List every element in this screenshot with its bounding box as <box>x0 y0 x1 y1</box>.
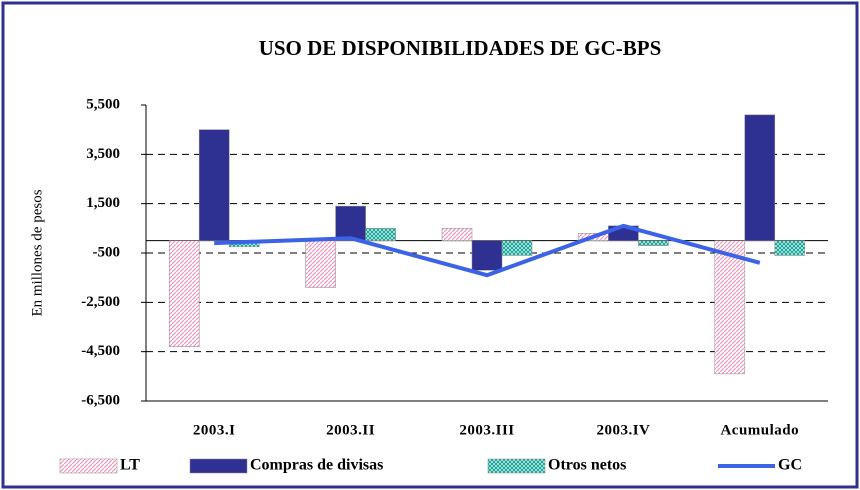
x-tick-label: 2003.IV <box>596 422 650 438</box>
y-tick-label: -6,500 <box>81 392 120 408</box>
legend-swatch <box>487 458 546 474</box>
legend-swatch <box>189 458 248 474</box>
bar <box>198 129 230 241</box>
bar <box>501 240 533 256</box>
x-tick-label: Acumulado <box>720 422 799 438</box>
y-tick-label: 1,500 <box>86 195 120 211</box>
bar <box>714 240 746 375</box>
bar <box>774 240 806 256</box>
legend-label: GC <box>778 457 802 474</box>
y-axis-label: En millones de pesos <box>29 189 45 316</box>
x-tick-label: 2003.III <box>459 422 514 438</box>
y-tick-label: 3,500 <box>86 146 120 162</box>
bar <box>168 240 200 347</box>
bar <box>441 228 473 241</box>
y-tick-label: -4,500 <box>81 343 120 359</box>
legend-label: Otros netos <box>548 457 626 474</box>
x-tick-label: 2003.I <box>193 422 236 438</box>
bar <box>335 205 366 241</box>
legend-swatch <box>59 458 118 474</box>
bar <box>365 228 396 241</box>
line-series <box>214 223 761 278</box>
y-tick-label: 5,500 <box>86 96 120 112</box>
legend-label: LT <box>120 457 140 474</box>
legend-label: Compras de divisas <box>250 457 383 474</box>
y-tick-label: -500 <box>93 244 121 260</box>
x-tick-label: 2003.II <box>326 422 375 438</box>
bar <box>744 114 776 241</box>
chart-title: USO DE DISPONIBILIDADES DE GC-BPS <box>259 36 662 60</box>
bar <box>305 240 336 288</box>
bar <box>471 240 503 271</box>
y-tick-label: -2,500 <box>81 294 120 310</box>
bar <box>638 240 669 246</box>
